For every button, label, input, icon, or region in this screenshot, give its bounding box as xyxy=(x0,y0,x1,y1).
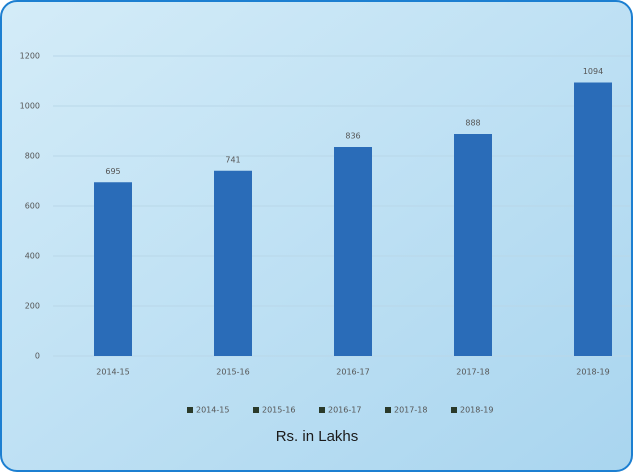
bar xyxy=(454,134,492,356)
x-tick-label: 2018-19 xyxy=(576,368,609,377)
legend-label: 2014-15 xyxy=(196,406,229,415)
bar xyxy=(334,147,372,356)
value-label: 836 xyxy=(345,132,360,141)
y-tick-label: 200 xyxy=(25,302,40,311)
bar xyxy=(574,82,612,356)
legend-swatch xyxy=(319,407,325,413)
bar xyxy=(214,170,252,356)
value-label: 888 xyxy=(465,119,480,128)
x-tick-label: 2015-16 xyxy=(216,368,249,377)
legend-label: 2017-18 xyxy=(394,406,427,415)
value-label: 741 xyxy=(225,155,240,164)
chart-title: Rs. in Lakhs xyxy=(276,428,359,445)
x-tick-label: 2016-17 xyxy=(336,368,369,377)
legend-label: 2018-19 xyxy=(460,406,493,415)
x-tick-label: 2014-15 xyxy=(96,368,129,377)
legend-swatch xyxy=(385,407,391,413)
legend-swatch xyxy=(187,407,193,413)
bar xyxy=(94,182,132,356)
y-tick-label: 1200 xyxy=(20,52,40,61)
x-tick-label: 2017-18 xyxy=(456,368,489,377)
y-tick-label: 600 xyxy=(25,202,40,211)
y-tick-label: 400 xyxy=(25,252,40,261)
legend-swatch xyxy=(451,407,457,413)
legend-label: 2015-16 xyxy=(262,406,295,415)
legend-label: 2016-17 xyxy=(328,406,361,415)
legend-swatch xyxy=(253,407,259,413)
value-label: 1094 xyxy=(583,67,603,76)
y-tick-label: 1000 xyxy=(20,102,40,111)
value-label: 695 xyxy=(105,167,120,176)
y-tick-label: 800 xyxy=(25,152,40,161)
y-tick-label: 0 xyxy=(35,352,40,361)
